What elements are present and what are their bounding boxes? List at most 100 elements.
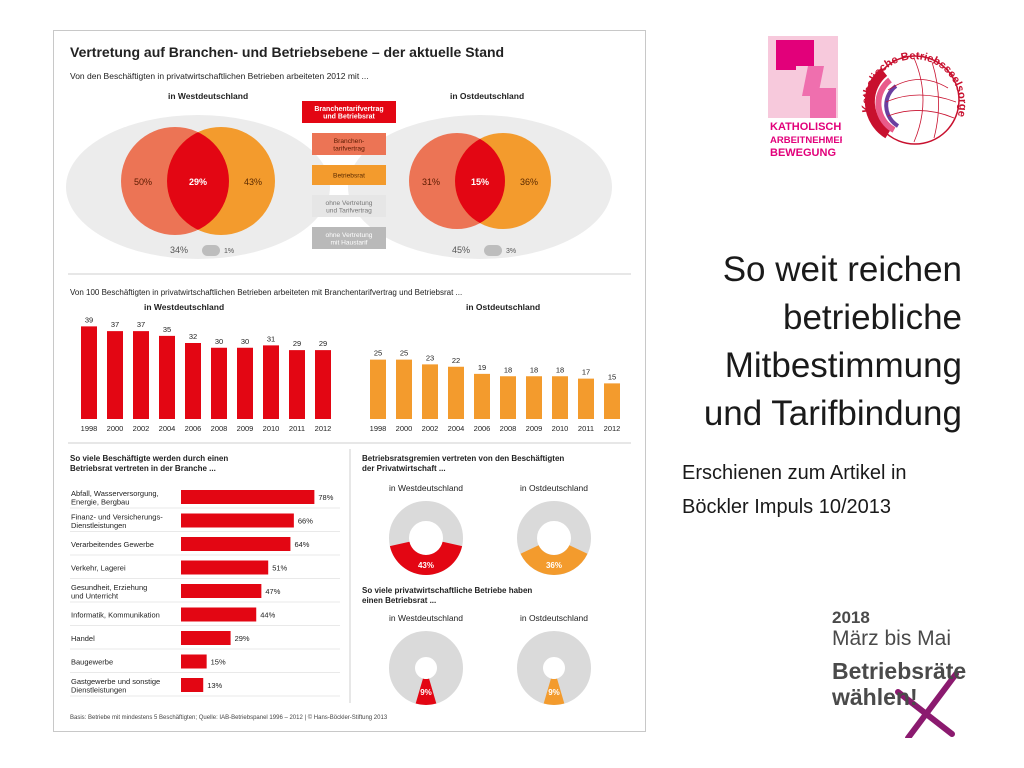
hbar-value-label: 15% [211,658,226,667]
donut-group-title: einen Betriebsrat ... [362,596,436,605]
venn-label-both: 29% [189,177,207,187]
hbar [181,607,257,622]
bar [448,366,464,419]
bar [185,343,201,419]
slide-subtitle-line: Erschienen zum Artikel in [682,462,907,484]
hbar-category-label: Abfall, Wasserversorgung, [71,489,159,498]
betriebsraete-badge [828,604,970,738]
legend-label: Branchentarifvertrag [314,106,383,113]
bar-tick-label: 2009 [237,424,254,433]
bar-value-label: 31 [267,334,275,343]
bar-value-label: 25 [374,349,382,358]
legend-label: mit Haustarif [330,239,367,246]
bar-value-label: 18 [504,365,512,374]
slide-title-line: Mitbestimmung [724,346,962,385]
hbar-category-label: Handel [71,634,95,643]
bar-tick-label: 2011 [578,424,594,433]
bar-value-label: 35 [163,325,171,334]
venn-label-betriebsrat: 43% [244,177,262,187]
hbar-chart-title: Betriebsrat vertreten in der Branche ... [70,464,216,473]
venn-east: in Ostdeutschland 31% 15% 36% 45% 3% [348,91,612,259]
legend-swatch [312,165,386,185]
legend-label: Betriebsrat [333,173,365,180]
bar-value-label: 22 [452,356,460,365]
venn-pill-haustarif [484,245,502,256]
kbs-logo: Katholische Betriebsseelsorge [860,50,968,145]
bar-value-label: 15 [608,372,616,381]
hbar-category-label: Informatik, Kommunikation [71,611,160,620]
bar [474,373,490,419]
hbar [181,631,231,645]
legend-swatch [312,227,386,249]
donut-group-title: Betriebsratsgremien vertreten von den Be… [362,454,564,463]
bar-value-label: 37 [111,320,119,329]
bar [370,359,386,419]
bar [133,331,149,419]
legend-swatch [312,133,386,155]
donut-title: in Westdeutschland [389,483,463,493]
hbar-value-label: 78% [318,493,333,502]
hbar-value-label: 66% [298,517,313,526]
legend-swatch [312,195,386,217]
bar-value-label: 17 [582,368,590,377]
bar [81,326,97,419]
hbar-value-label: 44% [260,611,275,620]
bar-value-label: 25 [400,349,408,358]
bar-tick-label: 2002 [422,424,439,433]
legend-label: tarifvertrag [333,145,365,152]
venn-title: in Ostdeutschland [450,91,524,101]
bar-tick-label: 2010 [263,424,280,433]
venn-label-betriebsrat: 36% [520,177,538,187]
donut-segment [415,678,437,706]
slide-subtitle-line: Böckler Impuls 10/2013 [682,496,892,518]
bar-tick-label: 1998 [81,424,98,433]
bar-value-label: 37 [137,320,145,329]
hbar-category-label: Verarbeitendes Gewerbe [71,540,154,549]
hbar-value-label: 64% [294,540,309,549]
bar [578,378,594,419]
bar-chart-west: in Westdeutschland 39 1998 37 2000 37 2002 35 20… [81,302,332,433]
bar [289,350,305,419]
bar [237,347,253,419]
venn-label-branchentarif: 50% [134,177,152,187]
bar-tick-label: 2002 [133,424,150,433]
venn-title: in Westdeutschland [168,91,248,101]
donut-charts: Betriebsratsgremien vertreten von den Be… [362,454,591,706]
bar [396,359,412,419]
hbar [181,654,207,669]
donut-group-title: So viele privatwirtschaftliche Betriebe … [362,586,532,595]
hbar-category-label: Energie, Bergbau [71,497,129,506]
bar-tick-label: 2008 [500,424,517,433]
hbar [181,537,291,551]
donut-value-label: 9% [548,688,560,697]
bar-tick-label: 2010 [552,424,569,433]
bar-tick-label: 2011 [289,424,305,433]
bar-tick-label: 2000 [396,424,413,433]
bar-tick-label: 2012 [315,424,332,433]
bar [107,331,123,419]
venn-label-haustarif: 3% [506,248,516,255]
donut-title: in Westdeutschland [389,613,463,623]
infographic: Vertretung auf Branchen- und Betriebsebe… [53,30,646,732]
donut-segment [543,678,565,706]
hbar-value-label: 13% [207,681,222,690]
bar-value-label: 18 [556,365,564,374]
legend-label: und Tarifvertrag [326,207,372,214]
venn-label-ohne: 45% [452,245,470,255]
bar-tick-label: 2006 [474,424,491,433]
hbar-category-label: Finanz- und Versicherungs- [71,512,163,521]
bar-value-label: 32 [189,332,197,341]
bar [500,376,516,419]
donut-value-label: 36% [546,561,562,570]
infographic-canvas: Vertretung auf Branchen- und Betriebsebe… [54,31,645,731]
bar-value-label: 30 [241,337,249,346]
slide-title-line: So weit reichen [722,250,962,289]
donut-value-label: 43% [418,561,434,570]
venn-overlap [167,127,229,235]
donut-title: in Ostdeutschland [520,613,588,623]
bar-tick-label: 2008 [211,424,228,433]
kab-text-line: KATHOLISCHE [770,121,842,133]
legend-label: Branchen- [334,138,364,145]
venn-label-ohne: 34% [170,245,188,255]
